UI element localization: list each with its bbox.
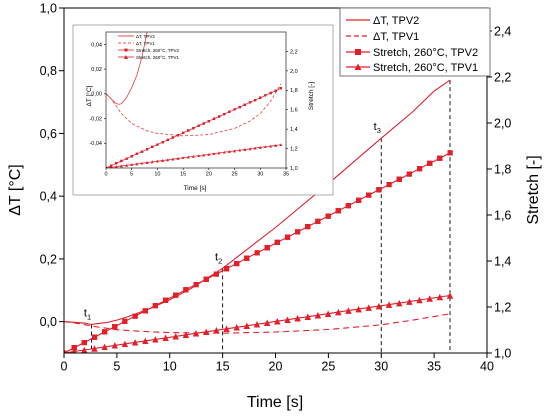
inset-y-right-tick-label: 1,4: [290, 127, 298, 133]
main-y-left-tick-label: 0,6: [40, 127, 57, 141]
inset-y-axis-right-label: Stretch [-]: [308, 82, 315, 110]
inset-x-tick-label: 15: [180, 172, 186, 178]
inset-legend-label: ΔT, TPV2: [136, 34, 155, 39]
main-axes: 0 5 10 15 20 25 30 35 40 0,0 0,2 0,4 0,6 0,8 1,0 1,0 1,2…: [40, 1, 512, 373]
legend-label: Stretch, 260°C, TPV2: [373, 47, 478, 59]
inset-y-right-tick-label: 1,6: [290, 108, 298, 114]
main-x-tick-label: 40: [480, 360, 494, 374]
inset-y-right-tick-label: 1,8: [290, 88, 298, 94]
inset-x-axis-label: Time [s]: [184, 185, 207, 192]
main-series-4: [64, 292, 454, 353]
legend-marker: [354, 63, 362, 70]
main-y-right-tick-label: 2,0: [494, 116, 511, 130]
main-x-tick-label: 35: [427, 360, 441, 374]
y-axis-left-label: ΔT [°C]: [7, 164, 24, 215]
main-plot-series: [64, 79, 454, 353]
main-x-tick-label: 5: [113, 360, 120, 374]
main-y-right-tick-label: 2,4: [494, 24, 511, 38]
main-y-right-tick-label: 1,2: [494, 300, 511, 314]
inset-legend-label: Stretch, 260°C, TPV2: [136, 48, 179, 53]
inset-y-left-tick-label: -0,02: [89, 116, 102, 122]
inset-y-left-tick-label: 0,04: [91, 42, 102, 48]
inset-y-left-tick-label: -0,04: [89, 141, 102, 147]
inset-series-4: [106, 143, 283, 168]
main-y-right-tick-label: 2,2: [494, 70, 511, 84]
inset-x-tick-label: 30: [257, 172, 263, 178]
main-y-left-tick-label: 0,4: [40, 190, 57, 204]
inset-x-tick-label: 25: [232, 172, 238, 178]
main-x-tick-label: 30: [374, 360, 388, 374]
main-y-right-tick-label: 1,4: [494, 254, 511, 268]
inset-chart: 0 5 10 15 20 25 30 35 0,04 0,02 0,00 -0,02 -0,04 1,0 1…: [72, 24, 334, 196]
inset-x-tick-label: 35: [283, 172, 289, 178]
legend-box: [339, 7, 491, 77]
inset-legend: ΔT, TPV2 ΔT, TPV1 Stretch, 260°C, TPV2 S…: [118, 34, 179, 60]
legend: ΔT, TPV2 ΔT, TPV1 Stretch, 260°C, TPV2 S…: [339, 7, 491, 77]
inset-legend-label: Stretch, 260°C, TPV1: [136, 55, 179, 60]
inset-axes: 0 5 10 15 20 25 30 35 0,04 0,02 0,00 -0,02 -0,04 1,0 1…: [89, 31, 298, 178]
main-y-left-tick-label: 1,0: [40, 1, 57, 15]
inset-x-tick-label: 5: [130, 172, 133, 178]
main-x-tick-label: 10: [163, 360, 177, 374]
main-y-right-tick-label: 1,6: [494, 208, 511, 222]
main-y-right-tick-label: 1,0: [494, 346, 511, 360]
inset-y-left-tick-label: 0,02: [91, 67, 102, 73]
annotation-label: t2: [215, 251, 222, 265]
inset-y-left-tick-label: 0,00: [91, 92, 102, 98]
legend-marker: [355, 49, 361, 55]
inset-plot-series: [106, 32, 283, 168]
inset-y-right-tick-label: 2,2: [290, 49, 298, 55]
main-y-right-tick-label: 1,8: [494, 162, 511, 176]
main-x-tick-label: 0: [61, 360, 68, 374]
main-x-tick-label: 25: [321, 360, 335, 374]
inset-y-axis-left-label: ΔT [°C]: [85, 85, 93, 106]
inset-legend-label: ΔT, TPV1: [136, 41, 155, 46]
inset-plot-frame: [105, 31, 287, 169]
inset-y-right-tick-label: 1,0: [290, 166, 298, 172]
legend-label: Stretch, 260°C, TPV1: [373, 62, 478, 74]
inset-y-right-tick-label: 2,0: [290, 69, 298, 75]
inset-x-tick-label: 10: [154, 172, 160, 178]
inset-x-tick-label: 0: [104, 172, 107, 178]
y-axis-right-label: Stretch [-]: [525, 155, 542, 224]
inset-y-right-tick-label: 1,2: [290, 146, 298, 152]
main-y-left-tick-label: 0,0: [40, 315, 57, 329]
annotation-label: t1: [84, 307, 91, 321]
inset-x-tick-label: 20: [206, 172, 212, 178]
main-y-left-tick-label: 0,2: [40, 252, 57, 266]
main-x-tick-label: 15: [216, 360, 230, 374]
annotation-label: t3: [374, 121, 381, 135]
legend-label: ΔT, TPV2: [373, 15, 419, 27]
x-axis-label: Time [s]: [247, 394, 303, 411]
legend-label: ΔT, TPV1: [373, 31, 419, 43]
main-y-left-tick-label: 0,8: [40, 64, 57, 78]
main-x-tick-label: 20: [269, 360, 283, 374]
